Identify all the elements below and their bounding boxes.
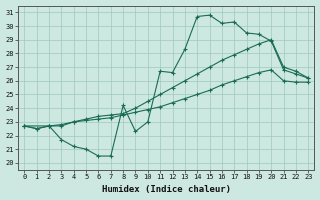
X-axis label: Humidex (Indice chaleur): Humidex (Indice chaleur) xyxy=(102,185,231,194)
